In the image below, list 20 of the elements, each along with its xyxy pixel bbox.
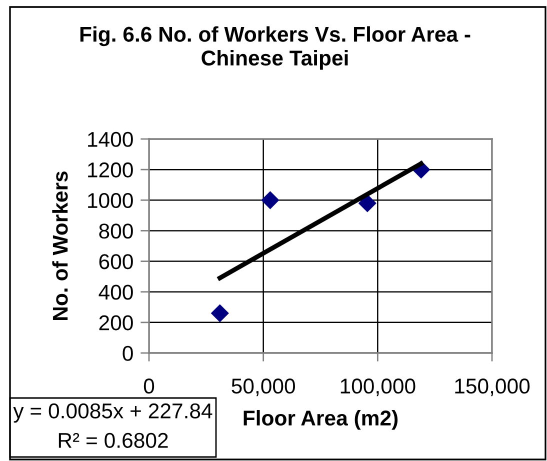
y-tick-label: 1200 (88, 162, 133, 178)
point (210, 304, 229, 322)
x-tick-label: 50,000 (232, 378, 296, 396)
x-tick-label: 100,000 (340, 378, 416, 396)
y-tick-label: 800 (99, 224, 133, 239)
x-tick-label: 150,000 (455, 378, 530, 396)
chart-title: Fig. 6.6 No. of Workers Vs. Floor Area - Chinese Taipei (80, 26, 470, 70)
x-axis-title: Floor Area (m2) (244, 410, 398, 430)
x-tick-label: 0 (144, 378, 154, 394)
point (261, 191, 280, 210)
y-tick-label: 400 (98, 284, 133, 300)
point (358, 194, 376, 212)
text: R² = 0.6802 (58, 432, 168, 448)
y-axis-title: No. of Workers (52, 171, 68, 320)
y-tick-label: 600 (99, 254, 133, 270)
y-tick-label: 0 (122, 346, 133, 361)
y-tick-label: 1000 (88, 193, 133, 208)
y-tick-label: 1400 (88, 132, 133, 147)
text: y = 0.0085x + 227.84 (13, 403, 212, 423)
y-tick-label: 200 (99, 315, 133, 330)
